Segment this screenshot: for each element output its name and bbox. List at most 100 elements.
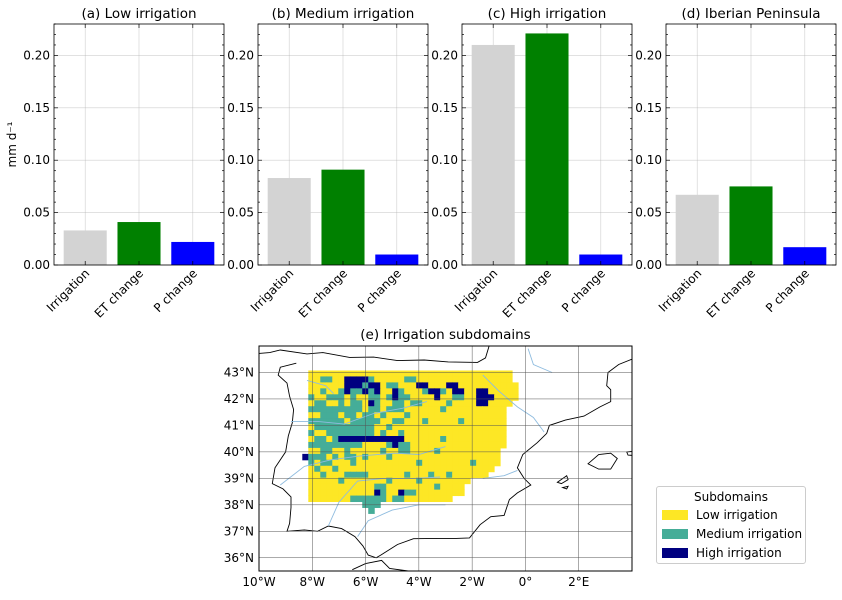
subdomain-cell [482, 382, 489, 389]
subdomain-cell [350, 406, 357, 413]
subdomain-cell [404, 436, 411, 443]
y-tick-label: 0.20 [23, 48, 50, 62]
subdomain-cell [368, 436, 375, 443]
subdomain-cell [398, 400, 405, 407]
subdomain-cell [488, 436, 495, 443]
subdomain-cell [464, 441, 471, 449]
subdomain-cell [350, 382, 357, 389]
legend-item-high: High irrigation [662, 546, 782, 560]
subdomain-cell [500, 394, 507, 401]
subdomain-cell [374, 430, 381, 437]
subdomain-cell [452, 459, 459, 467]
subdomain-cell [368, 406, 375, 413]
subdomain-cell [488, 430, 495, 437]
subdomain-cell [440, 477, 447, 485]
subdomain-cell [446, 495, 453, 503]
subdomain-cell [428, 412, 435, 419]
subdomain-cell [494, 406, 501, 413]
subdomain-cell [434, 406, 441, 413]
subdomain-cell [470, 406, 477, 413]
subdomain-cell [404, 495, 411, 503]
subdomain-cell [356, 388, 363, 395]
subdomain-cell [410, 406, 417, 413]
subdomain-cell [440, 495, 447, 503]
subdomain-cell [380, 471, 387, 479]
subdomain-cell [356, 453, 363, 461]
y-tick-label: 0.05 [227, 206, 254, 220]
subdomain-cell [398, 412, 405, 419]
subdomain-cell [314, 489, 321, 497]
subdomain-cell [368, 507, 375, 514]
subdomain-cell [482, 459, 489, 467]
subdomain-cell [380, 418, 387, 425]
subdomain-cell [446, 447, 453, 455]
subdomain-cell [482, 400, 489, 407]
subdomain-cell [380, 495, 387, 503]
irrigation-cells [302, 370, 519, 514]
subdomain-cell [398, 447, 405, 455]
subdomain-cell [404, 400, 411, 407]
subdomain-cell [416, 495, 423, 503]
subdomain-cell [332, 447, 339, 455]
subdomain-cell [398, 489, 405, 497]
subdomain-cell [488, 376, 495, 383]
subdomain-cell [374, 441, 381, 449]
subdomain-cell [344, 376, 351, 383]
y-tick-label: 0.20 [635, 48, 662, 62]
subdomain-cell [314, 424, 321, 431]
subdomain-cell [314, 412, 321, 419]
y-tick-label: 0.00 [227, 258, 254, 272]
subdomain-cell [392, 459, 399, 467]
subdomain-cell [344, 418, 351, 425]
subdomain-cell [386, 459, 393, 467]
subdomain-cell [458, 471, 465, 479]
subdomain-cell [506, 400, 513, 407]
subdomain-cell [344, 394, 351, 401]
bar-panel-b: 0.00 0.05 0.10 0.15 0.20 Irrigation ET change P… [227, 6, 429, 321]
y-tick-label: 0.00 [23, 258, 50, 272]
subdomain-cell [482, 418, 489, 425]
legend-item-medium: Medium irrigation [662, 527, 802, 541]
subdomain-cell [332, 459, 339, 467]
subdomain-cell [476, 400, 483, 407]
subdomain-cell [326, 394, 333, 401]
subdomain-cell [308, 424, 315, 431]
subdomain-cell [434, 453, 441, 461]
subdomain-cell [398, 370, 405, 377]
subdomain-cell [470, 412, 477, 419]
subdomain-cell [398, 406, 405, 413]
subdomain-cell [344, 388, 351, 395]
subdomain-cell [386, 441, 393, 449]
subdomain-cell [374, 412, 381, 419]
subdomain-cell [452, 430, 459, 437]
subdomain-cell [350, 388, 357, 395]
subdomain-cell [344, 382, 351, 389]
subdomain-cell [326, 400, 333, 407]
subdomain-cell [344, 424, 351, 431]
subdomain-cell [386, 394, 393, 401]
subdomain-cell [458, 453, 465, 461]
subdomain-cell [326, 388, 333, 395]
subdomain-cell [368, 459, 375, 467]
subdomain-cell [386, 376, 393, 383]
subdomain-cell [380, 370, 387, 377]
x-tick-label: ET change [704, 266, 758, 320]
subdomain-cell [314, 376, 321, 383]
subdomain-cell [434, 495, 441, 503]
subdomain-cell [470, 418, 477, 425]
subdomain-cell [488, 418, 495, 425]
subdomain-cell [320, 459, 327, 467]
subdomain-cell [476, 424, 483, 431]
subdomain-cell [428, 424, 435, 431]
subdomain-cell [308, 436, 315, 443]
subdomain-cell [374, 477, 381, 485]
subdomain-cell [332, 418, 339, 425]
subdomain-cell [386, 430, 393, 437]
subdomain-cell [338, 412, 345, 419]
subdomain-cell [344, 483, 351, 491]
subdomain-cell [416, 477, 423, 485]
y-tick-label: 0.15 [635, 101, 662, 115]
subdomain-cell [368, 424, 375, 431]
subdomain-cell [314, 495, 321, 503]
subdomain-cell [404, 483, 411, 491]
